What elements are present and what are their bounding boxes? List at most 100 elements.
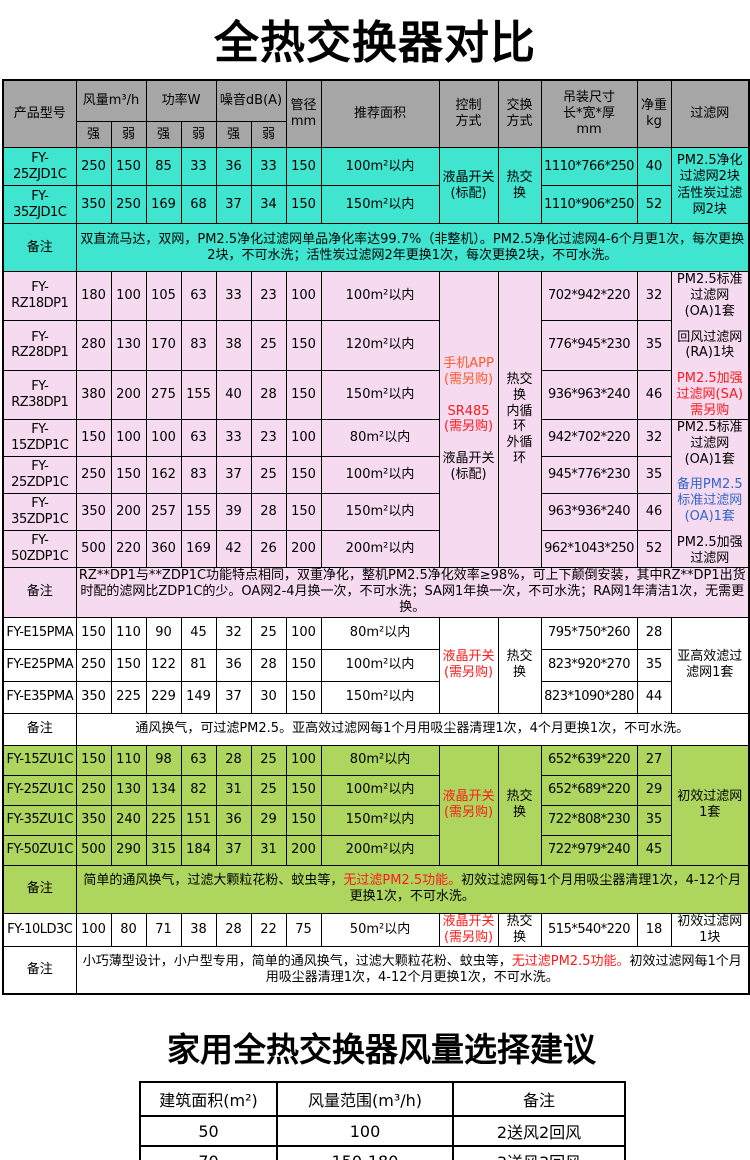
cell-product-model: FY-25ZJD1C xyxy=(2,147,77,186)
cell-dimensions: 776*945*230 xyxy=(540,320,638,371)
cell-dimensions: 1110*906*250 xyxy=(540,185,638,224)
cell-exchange-mode: 热交换 xyxy=(497,912,542,947)
cell-net-weight: 45 xyxy=(636,834,672,866)
product-row: FY-15ZDP1C 150 100 100 63 33 23 100 80m²以内 942*70… xyxy=(2,418,750,568)
cell-filter: PM2.5标准过滤网(OA)1套 备用PM2.5标准过滤网(OA)1套 PM2.5加… xyxy=(670,418,750,568)
cell-value: 22 xyxy=(250,912,287,947)
cell-text-block: 液晶开关 (标配) xyxy=(442,169,495,201)
comparison-table-body: FY-25ZJD1C 250 150 85 33 36 33 150 100m²以内 液晶开关 (… xyxy=(2,147,750,995)
cell-exchange-mode: 热交换 xyxy=(497,147,542,224)
cell-recommended-area: 200m²以内 xyxy=(320,834,440,866)
cell-value: 45 xyxy=(180,616,217,650)
subheader-power-weak: 弱 xyxy=(180,121,217,148)
product-row: FY-25ZU1C 250 130 134 82 31 25 150 100m²以内 652*68… xyxy=(2,774,750,806)
cell-value: 200 xyxy=(110,492,147,531)
col-header-product: 产品型号 xyxy=(2,79,77,148)
cell-value: 23 xyxy=(250,270,287,322)
cell-text-block: PM2.5标准过滤网(OA)1套 xyxy=(676,419,743,467)
cell-value: 63 xyxy=(180,418,217,457)
cell-value: 155 xyxy=(180,492,217,531)
cell-filter: PM2.5净化过滤网2块 活性炭过滤网2块 xyxy=(670,147,750,224)
note-text: 通风换气，可过滤PM2.5。亚高效过滤网每1个月用吸尘器清理1次，4个月更换1次… xyxy=(75,712,750,746)
cell-value: 105 xyxy=(145,270,182,322)
cell-value: 38 xyxy=(180,912,217,947)
cell-net-weight: 46 xyxy=(636,369,672,420)
cell-value: 37 xyxy=(215,834,252,866)
cell-dimensions: 722*979*240 xyxy=(540,834,638,866)
cell-product-model: FY-15ZU1C xyxy=(2,744,77,776)
table2-row: 50 100 2送风2回风 xyxy=(139,1115,626,1148)
cell-value: 90 xyxy=(145,616,182,650)
section2-title: 家用全热交换器风量选择建议 xyxy=(167,1030,596,1070)
cell-value: 184 xyxy=(180,834,217,866)
cell-value: 225 xyxy=(110,680,147,714)
cell-value: 250 xyxy=(75,147,112,186)
cell-value: 240 xyxy=(110,804,147,836)
note-text: 小巧薄型设计，小户型专用，简单的通风换气，过滤大颗粒花粉、蚊虫等，无过滤PM2.… xyxy=(75,945,750,995)
cell-dimensions: 823*920*270 xyxy=(540,648,638,682)
note-label: 备注 xyxy=(2,712,77,746)
cell-value: 150 xyxy=(110,147,147,186)
product-row: FY-25ZDP1C 250 150 162 83 37 25 150 100m²以内 945*7… xyxy=(2,455,750,494)
cell-recommended-area: 150m²以内 xyxy=(320,804,440,836)
note-row: 备注 简单的通风换气，过滤大颗粒花粉、蚊虫等，无过滤PM2.5功能。初效过滤网每1… xyxy=(2,864,750,914)
cell-value: 290 xyxy=(110,834,147,866)
note-text-segment: 初效过滤网每1个月用吸尘器清理1次，4-12个月更换1次，不可水洗。 xyxy=(265,954,742,985)
cell-value: 28 xyxy=(250,648,287,682)
cell-value: 150 xyxy=(110,648,147,682)
cell-value: 250 xyxy=(75,648,112,682)
cell-value: 23 xyxy=(250,418,287,457)
cell-dimensions: 795*750*260 xyxy=(540,616,638,650)
subheader-power-strong: 强 xyxy=(145,121,182,148)
cell-product-model: FY-25ZU1C xyxy=(2,774,77,806)
col-header-power: 功率W xyxy=(145,79,217,122)
cell-value: 25 xyxy=(250,320,287,371)
col-header-noise: 噪音dB(A) xyxy=(215,79,287,122)
cell-value: 350 xyxy=(75,680,112,714)
cell-value: 28 xyxy=(250,369,287,420)
cell-value: 82 xyxy=(180,774,217,806)
cell-recommended-area: 200m²以内 xyxy=(320,529,440,568)
cell-value: 150 xyxy=(285,369,322,420)
cell-value: 100 xyxy=(285,270,322,322)
cell-net-weight: 44 xyxy=(636,680,672,714)
note-label: 备注 xyxy=(2,945,77,995)
cell-product-model: FY-15ZDP1C xyxy=(2,418,77,457)
cell-product-model: FY-RZ18DP1 xyxy=(2,270,77,322)
col-header-filter: 过滤网 xyxy=(670,79,750,148)
cell-recommended-area: 120m²以内 xyxy=(320,320,440,371)
cell-product-model: FY-RZ38DP1 xyxy=(2,369,77,420)
cell-net-weight: 52 xyxy=(636,529,672,568)
cell-value: 36 xyxy=(215,147,252,186)
cell-value: 25 xyxy=(250,744,287,776)
cell-text-block: PM2.5加强过滤网(SA)需另购 xyxy=(676,371,744,419)
cell-value: 110 xyxy=(110,744,147,776)
cell-value: 150 xyxy=(285,648,322,682)
cell-value: 275 xyxy=(145,369,182,420)
cell-product-model: FY-50ZDP1C xyxy=(2,529,77,568)
cell-recommended-area: 80m²以内 xyxy=(320,418,440,457)
cell-net-weight: 35 xyxy=(636,648,672,682)
cell-control-mode: 液晶开关 (需另购) xyxy=(438,912,499,947)
cell-net-weight: 32 xyxy=(636,418,672,457)
comparison-table: 产品型号 风量m³/h 功率W 噪音dB(A) 管径 mm 推荐面积 控制 方式… xyxy=(2,79,750,996)
cell-value: 150 xyxy=(285,455,322,494)
cell-value: 100 xyxy=(285,744,322,776)
cell-filter: 初效过滤网1套 xyxy=(670,744,750,866)
cell-value: 83 xyxy=(180,455,217,494)
note-text: 双直流马达，双网，PM2.5净化过滤网单品净化率达99.7%（非整机）。PM2.… xyxy=(75,223,750,272)
cell-value: 350 xyxy=(75,804,112,836)
cell-recommended-area: 150m²以内 xyxy=(320,680,440,714)
subheader-airflow-strong: 强 xyxy=(75,121,112,148)
cell-recommended-area: 150m²以内 xyxy=(320,492,440,531)
airflow-selection-header: 建筑面积(m²) 风量范围(m³/h) 备注 xyxy=(139,1081,626,1118)
cell-value: 360 xyxy=(145,529,182,568)
cell-value: 180 xyxy=(75,270,112,322)
cell-net-weight: 40 xyxy=(636,147,672,186)
cell-product-model: FY-35ZJD1C xyxy=(2,185,77,224)
cell-value: 100 xyxy=(285,616,322,650)
cell-value: 98 xyxy=(145,744,182,776)
cell-value: 63 xyxy=(180,270,217,322)
cell-value: 155 xyxy=(180,369,217,420)
cell-text-block: 初效过滤网1块 xyxy=(677,913,743,945)
